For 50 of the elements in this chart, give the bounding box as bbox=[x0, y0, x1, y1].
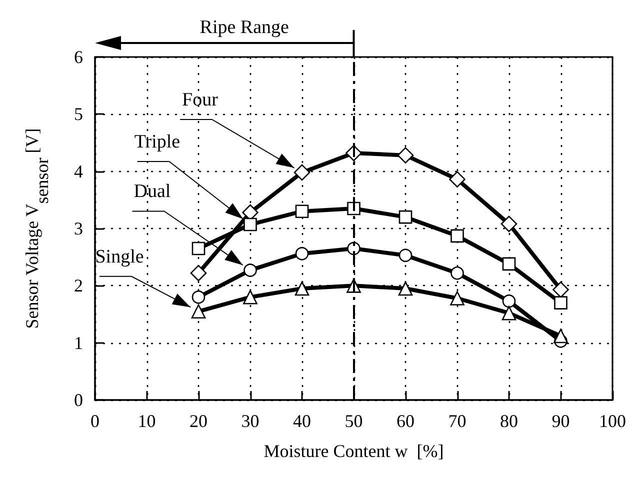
point bbox=[191, 304, 206, 319]
y-tick-label: 3 bbox=[74, 218, 83, 238]
point bbox=[244, 218, 257, 232]
x-tick-label: 20 bbox=[190, 411, 208, 431]
y-tick-label: 4 bbox=[74, 161, 83, 182]
point bbox=[502, 257, 516, 271]
point bbox=[294, 281, 310, 296]
text: Dual bbox=[134, 181, 171, 202]
point bbox=[192, 242, 206, 256]
point bbox=[502, 306, 516, 320]
point bbox=[295, 247, 309, 260]
x-axis-title: Moisture Content w [%] bbox=[264, 441, 444, 461]
point bbox=[502, 294, 516, 308]
y-tick-label: 1 bbox=[74, 332, 83, 353]
x-tick-label: 60 bbox=[396, 411, 414, 431]
point bbox=[398, 210, 412, 224]
point bbox=[192, 290, 206, 304]
x-tick-label: 40 bbox=[293, 411, 311, 431]
point bbox=[295, 204, 309, 218]
text: Single bbox=[95, 246, 144, 268]
point bbox=[500, 216, 518, 232]
text: Triple bbox=[134, 132, 180, 152]
point bbox=[190, 264, 207, 282]
y-tick-label: 6 bbox=[74, 47, 83, 67]
point bbox=[554, 296, 568, 310]
point bbox=[450, 229, 464, 243]
x-tick-label: 90 bbox=[552, 411, 570, 431]
point bbox=[554, 328, 568, 344]
point bbox=[243, 290, 258, 304]
x-tick-label: 0 bbox=[90, 411, 100, 431]
x-tick-label: 50 bbox=[344, 411, 363, 431]
x-tick-label: 70 bbox=[448, 411, 466, 431]
text: Ripe Range bbox=[200, 17, 289, 38]
y-tick-label: 0 bbox=[74, 390, 83, 410]
text: Four bbox=[182, 89, 219, 110]
x-tick-label: 80 bbox=[500, 411, 518, 431]
point bbox=[398, 281, 413, 296]
y-tick-label: 2 bbox=[74, 276, 83, 296]
point bbox=[449, 171, 466, 188]
point bbox=[294, 164, 310, 181]
y-tick-label: 5 bbox=[74, 104, 83, 124]
x-tick-label: 30 bbox=[241, 411, 260, 431]
x-tick-label: 100 bbox=[599, 411, 626, 431]
point bbox=[397, 147, 414, 164]
point bbox=[450, 266, 464, 280]
x-tick-label: 10 bbox=[138, 411, 156, 431]
point bbox=[552, 282, 569, 298]
point bbox=[450, 291, 464, 306]
point bbox=[398, 248, 412, 262]
point bbox=[244, 264, 257, 277]
